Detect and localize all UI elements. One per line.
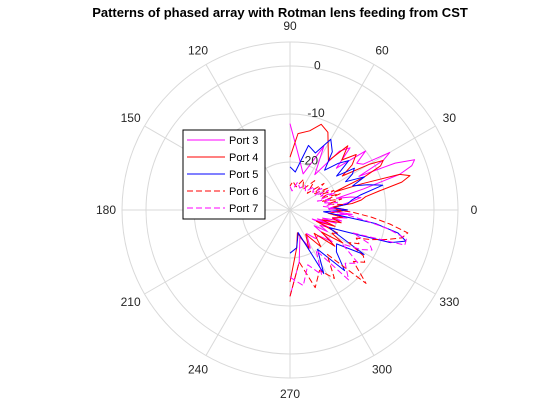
series-line-port-5 [289, 138, 407, 275]
angle-tick-label: 210 [121, 295, 141, 309]
chart-title: Patterns of phased array with Rotman len… [92, 5, 468, 20]
legend-label: Port 5 [229, 169, 258, 181]
series-line-port-4 [289, 123, 411, 283]
angle-tick-label: 120 [188, 44, 208, 58]
angle-tick-label: 0 [471, 203, 478, 217]
series-lines [289, 123, 416, 297]
angle-tick-label: 270 [280, 387, 300, 401]
series-line-port-6 [289, 178, 409, 297]
angle-tick-label: 330 [439, 295, 459, 309]
angle-gridline [289, 209, 436, 295]
angle-gridline [289, 64, 375, 211]
angle-tick-label: 150 [121, 111, 141, 125]
angle-gridline [289, 209, 375, 356]
angle-tick-label: 300 [372, 362, 392, 376]
angle-tick-label: 60 [375, 44, 389, 58]
angle-gridline [205, 209, 291, 356]
angle-tick-label: 180 [96, 203, 116, 217]
angle-gridline [144, 209, 291, 295]
legend-label: Port 6 [229, 186, 258, 198]
outer-circle [121, 41, 459, 379]
radius-gridline [145, 65, 435, 355]
series-line-port-7 [289, 181, 407, 287]
legend-label: Port 4 [229, 152, 258, 164]
angle-tick-label: 240 [188, 362, 208, 376]
angle-gridline [289, 125, 436, 211]
legend: Port 3 Port 4 Port 5 Port 6 Port 7 [182, 129, 266, 220]
angle-tick-label: 30 [443, 111, 457, 125]
legend-label: Port 7 [229, 203, 258, 215]
legend-label: Port 3 [229, 135, 258, 147]
radius-tick-label: -20 [301, 153, 319, 167]
series-line-port-3 [289, 123, 416, 297]
radius-tick-label: 0 [314, 58, 321, 72]
polar-grid [121, 41, 459, 379]
angle-tick-label: 90 [283, 19, 297, 33]
radius-tick-label: -10 [307, 106, 325, 120]
tick-labels: 0 30 60 90 120 150 180 210 240 270 300 330 -20 -10 0 [96, 19, 478, 401]
